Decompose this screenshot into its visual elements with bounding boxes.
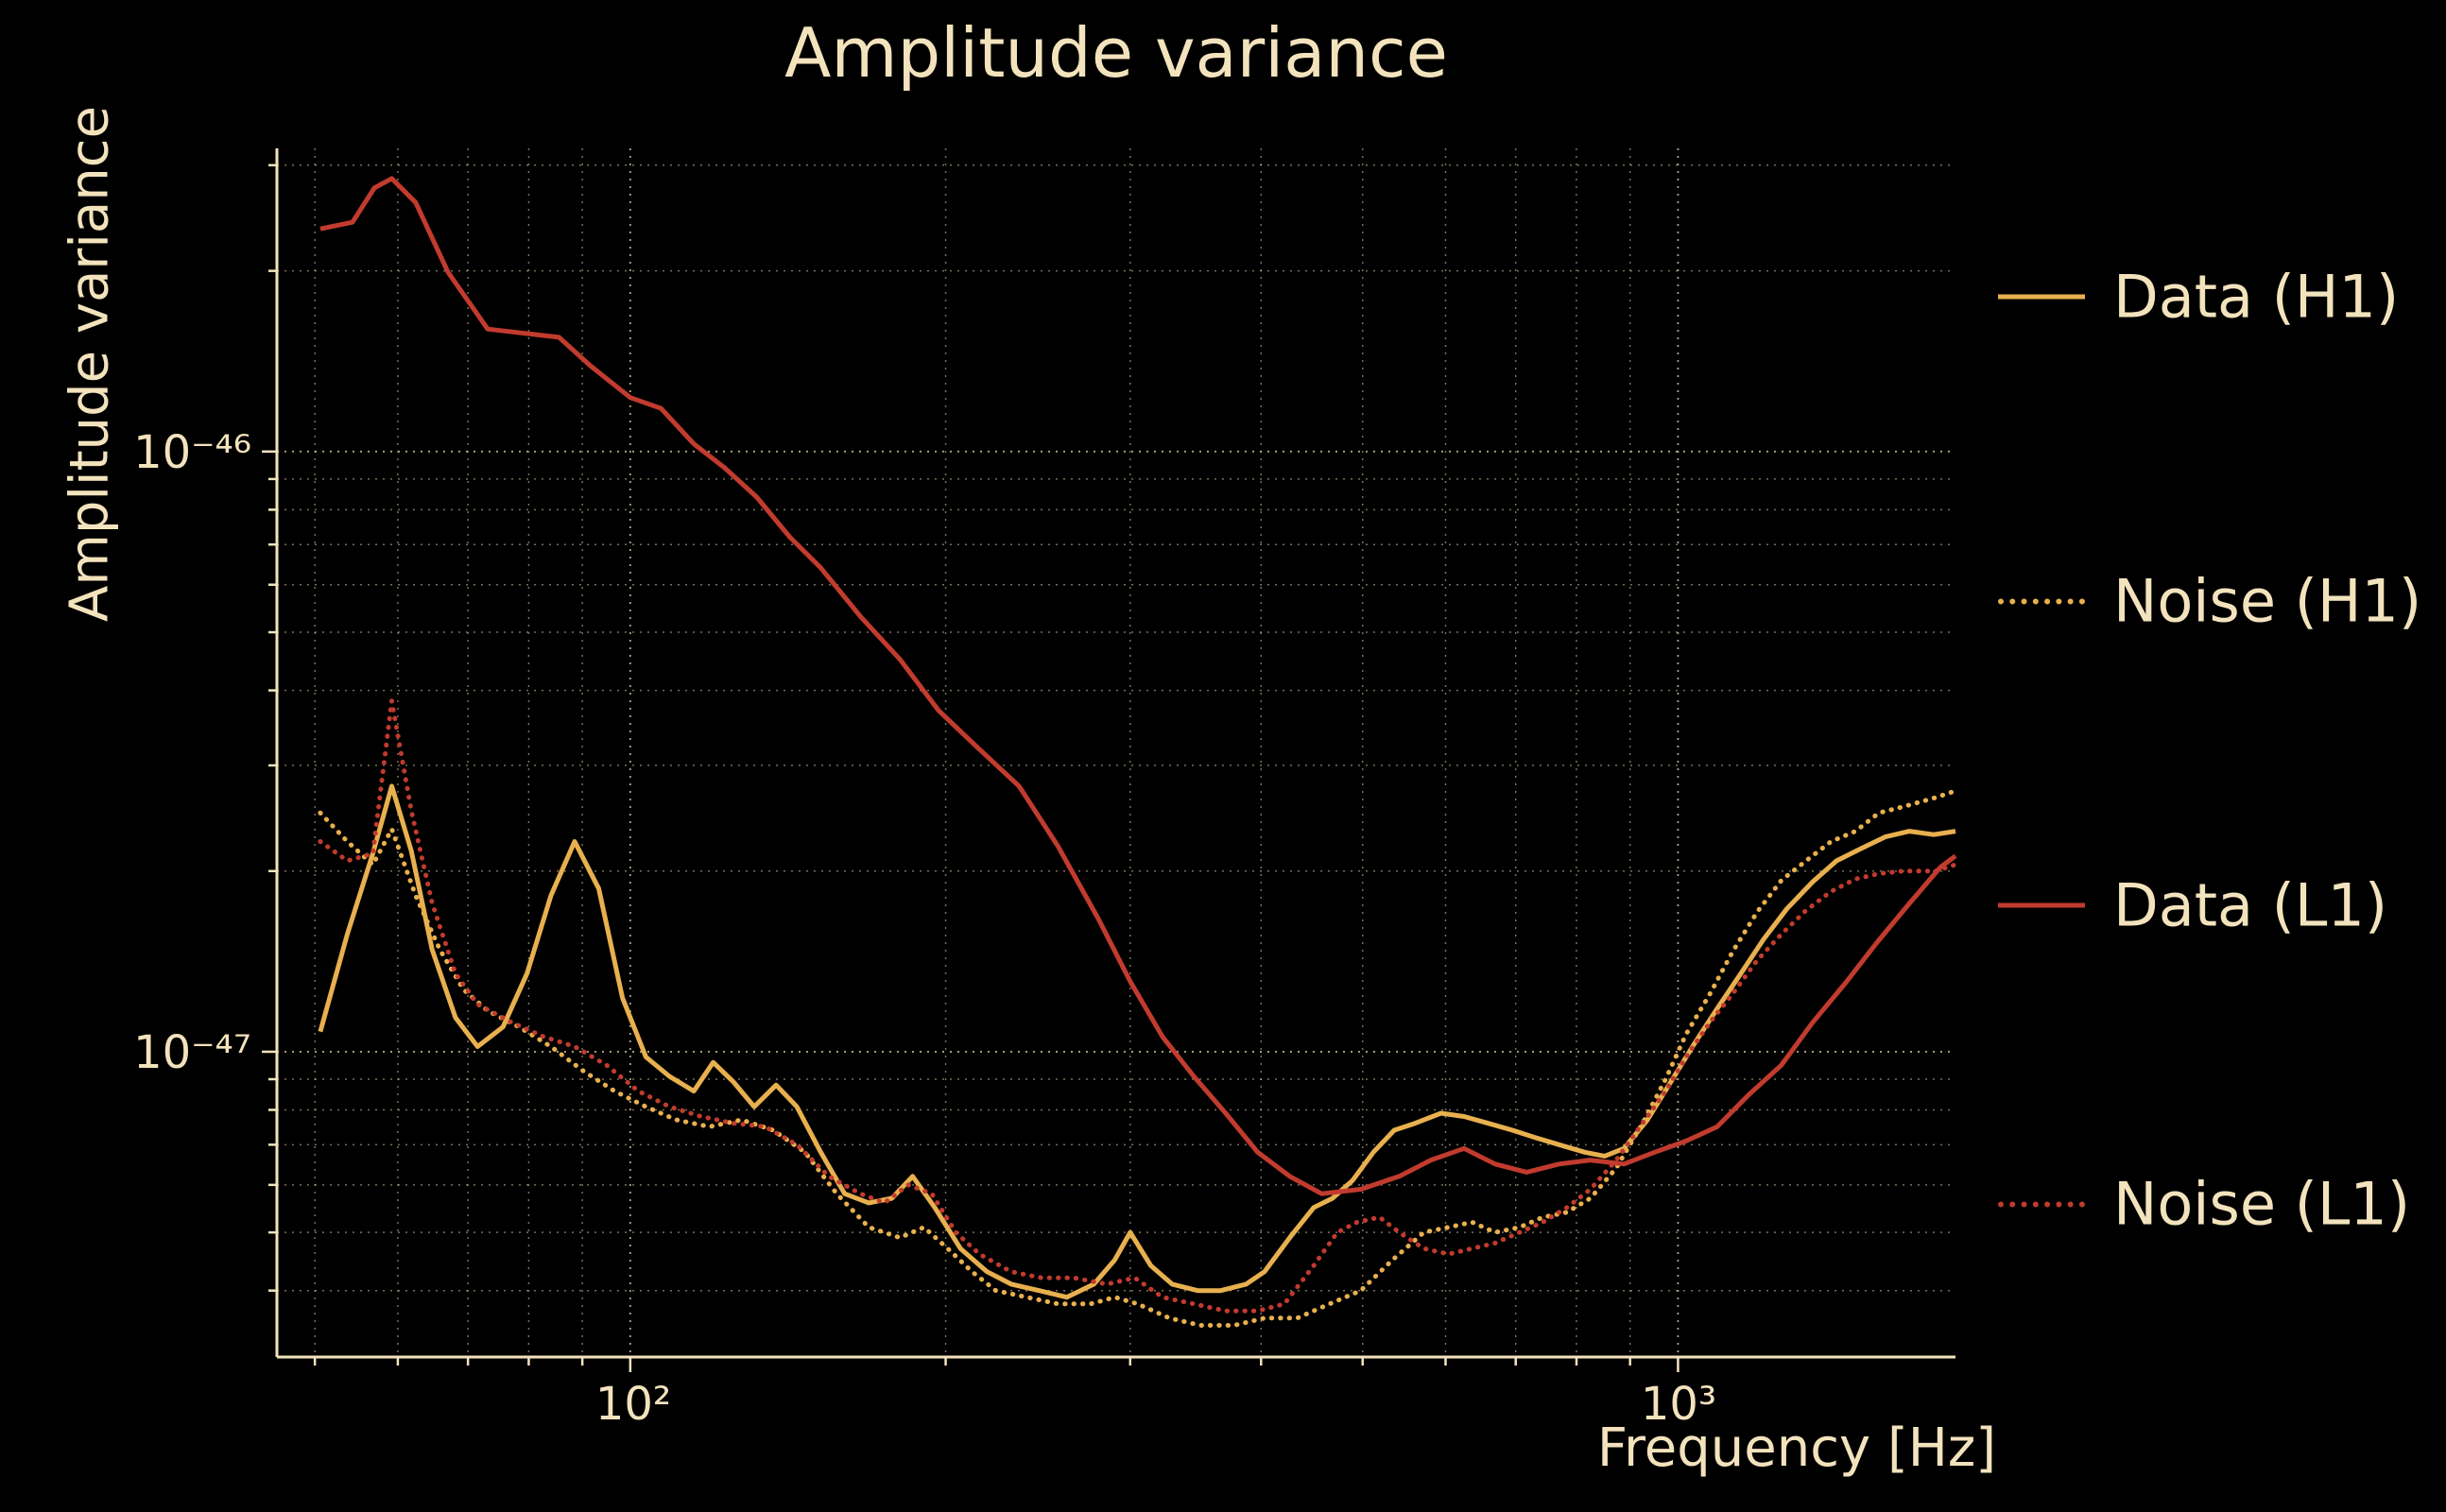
x-tick-label-1000: 10³ [1640,1378,1717,1431]
legend-line-sample-data-h1 [1998,294,2085,300]
y-tick-label-1e-46: 10⁻⁴⁶ [133,426,251,479]
legend-label: Noise (L1) [2113,1169,2411,1239]
x-axis-label: Frequency [Hz] [1596,1418,1997,1479]
series-data-h1 [318,783,1956,1300]
legend-entry-data-h1: Data (H1) [1998,263,2399,332]
legend-label: Data (L1) [2113,870,2388,940]
legend-entry-data-l1: Data (L1) [1998,871,2387,940]
legend-line-sample-data-l1 [1998,902,2085,908]
legend-entry-noise-h1: Noise (H1) [1998,567,2421,636]
y-tick-label-1e-47: 10⁻⁴⁷ [133,1026,251,1079]
legend-line-sample-noise-h1 [1998,598,2085,604]
chart-title: Amplitude variance [784,13,1448,93]
legend-label: Noise (H1) [2113,566,2422,636]
series-noise-h1 [318,788,1958,1328]
legend-line-sample-noise-l1 [1998,1201,2085,1207]
series-data-l1 [319,176,1957,1196]
series-noise-l1 [318,698,1958,1314]
y-axis-label: Amplitude variance [59,106,121,622]
x-tick-label-100: 10² [594,1378,672,1431]
legend-entry-noise-l1: Noise (L1) [1998,1170,2410,1239]
legend-label: Data (H1) [2113,262,2400,332]
